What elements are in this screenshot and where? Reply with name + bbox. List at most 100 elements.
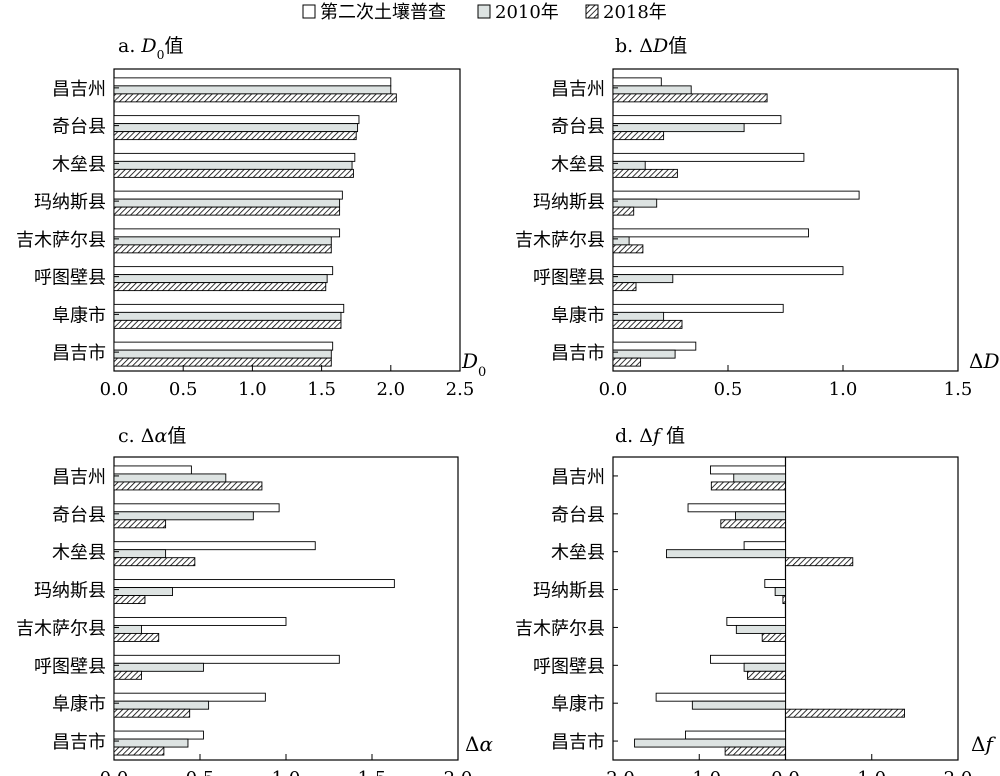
category-label: 昌吉市 [551,343,605,364]
bar-2010 [113,549,167,559]
bar-2010 [735,624,786,634]
bar-2010 [634,738,786,748]
bar-2018 [113,206,341,216]
category-label: 昌吉市 [52,343,106,364]
bar-2010 [612,349,676,359]
legend-swatch-2010 [477,4,491,19]
bar-2018 [113,632,160,642]
bar-2018 [761,632,786,642]
x-tick-label: 0.0 [100,768,129,776]
panel-title: b. ΔD值 [615,35,687,57]
bar-2018 [113,746,165,756]
category-label: 呼图壁县 [34,656,106,677]
bar-2018 [612,357,642,367]
bar-survey [710,465,786,475]
x-axis-label: Δf [971,732,996,756]
category-label: 阜康市 [52,694,106,715]
bar-2010 [666,549,786,559]
category-label: 吉木萨尔县 [515,618,605,639]
bar-2018 [113,244,332,254]
x-tick-label: 0.0 [100,379,129,400]
category-label: 木垒县 [551,543,605,564]
legend-label-2018: 2018年 [603,2,667,23]
x-tick-label: 0.5 [186,768,215,776]
bar-survey [612,303,784,313]
bar-survey [612,77,662,87]
category-label: 吉木萨尔县 [16,230,106,251]
bar-2010 [612,236,630,246]
bar-2018 [782,595,786,605]
bar-2010 [733,473,786,483]
bar-2018 [612,282,637,292]
bar-survey [612,341,697,351]
x-tick-label: 2.5 [446,379,475,400]
bar-2010 [113,587,173,597]
category-label: 奇台县 [551,117,605,138]
bar-2018 [612,206,635,216]
category-label: 玛纳斯县 [533,581,605,602]
category-label: 昌吉州 [52,79,106,100]
x-tick-label: −1.0 [677,768,721,776]
bar-survey [113,190,343,200]
category-label: 奇台县 [551,505,605,526]
category-label: 呼图壁县 [34,268,106,289]
bar-2018 [785,708,905,718]
bar-survey [726,616,786,626]
x-tick-label: 1.5 [358,768,387,776]
x-axis-label: ΔD [969,349,1000,373]
category-label: 奇台县 [52,505,106,526]
bar-2018 [113,93,397,103]
bar-2010 [612,160,646,170]
bar-2010 [113,349,332,359]
bar-survey [612,190,860,200]
x-axis-label: Δα [465,732,493,756]
bar-survey [710,654,786,664]
category-label: 玛纳斯县 [34,581,106,602]
bar-survey [113,228,341,238]
bar-survey [113,541,316,551]
category-label: 昌吉州 [551,467,605,488]
bar-2010 [612,311,665,321]
panel-title: c. Δα值 [118,425,186,447]
plot-frame [612,68,959,372]
x-tick-label: 1.0 [238,379,267,400]
bar-2010 [113,662,204,672]
x-tick-label: 1.5 [307,379,336,400]
bar-survey [612,152,805,162]
bar-2018 [113,708,191,718]
bar-2010 [113,274,328,284]
x-tick-label: 0.0 [771,768,800,776]
bar-2010 [113,511,254,521]
bar-survey [113,465,192,475]
legend-swatch-2018 [585,4,599,19]
bar-2010 [612,85,692,95]
bar-2010 [113,624,142,634]
x-tick-label: 2.0 [444,768,473,776]
category-label: 昌吉州 [551,79,605,100]
category-label: 玛纳斯县 [34,192,106,213]
bar-2010 [113,123,359,133]
x-axis-label: D0 [461,349,486,380]
bar-2010 [743,662,786,672]
bar-2010 [113,198,341,208]
x-tick-label: 1.0 [857,768,886,776]
x-tick-label: 2.0 [944,768,973,776]
bar-2018 [710,481,786,491]
bar-2018 [785,557,854,567]
bar-survey [612,115,782,125]
bar-survey [113,503,280,513]
bar-survey [113,341,334,351]
bar-survey [764,579,786,589]
bar-survey [612,228,809,238]
bar-2010 [113,738,189,748]
bar-survey [113,692,266,702]
bar-2018 [747,670,786,680]
bar-survey [612,266,844,276]
bar-survey [685,730,786,740]
bar-2018 [720,519,786,529]
bar-2018 [113,557,196,567]
x-tick-label: 1.0 [272,768,301,776]
